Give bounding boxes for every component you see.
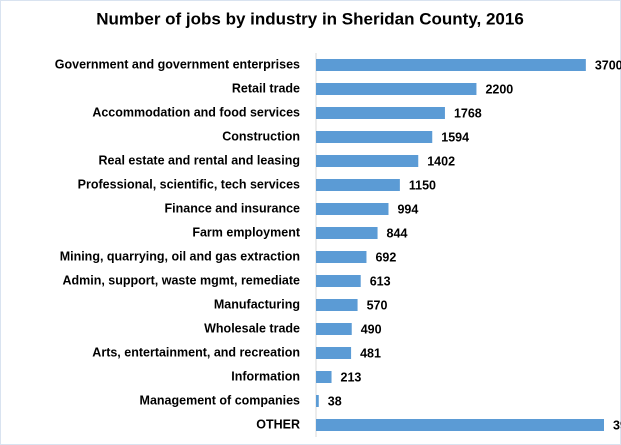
bar: [316, 179, 400, 191]
bar: [316, 203, 389, 215]
value-label: 490: [361, 322, 382, 336]
bar: [316, 323, 352, 335]
value-label: 2200: [485, 82, 513, 96]
value-label: 692: [375, 250, 396, 264]
bar: [316, 83, 477, 95]
value-label: 994: [397, 202, 418, 216]
bar: [316, 275, 361, 287]
bar: [316, 227, 378, 239]
value-label: 3700: [595, 58, 621, 72]
bar: [316, 371, 332, 383]
value-label: 613: [370, 274, 391, 288]
value-label: 844: [387, 226, 408, 240]
category-label: Management of companies: [140, 393, 300, 407]
value-label: 1150: [409, 178, 436, 192]
category-label: OTHER: [256, 417, 300, 431]
value-label: 213: [341, 370, 362, 384]
value-label: 1402: [427, 154, 455, 168]
bar: [316, 155, 419, 167]
bar: [316, 395, 319, 407]
category-label: Manufacturing: [214, 297, 300, 311]
bar: [316, 107, 445, 119]
bar: [316, 347, 352, 359]
category-label: Mining, quarrying, oil and gas extractio…: [60, 249, 300, 263]
category-label: Finance and insurance: [165, 201, 301, 215]
value-label: 481: [360, 346, 381, 360]
category-label: Construction: [222, 129, 300, 143]
value-label: 3949: [613, 418, 621, 432]
category-label: Arts, entertainment, and recreation: [92, 345, 300, 359]
value-label: 1594: [441, 130, 469, 144]
category-label: Wholesale trade: [204, 321, 300, 335]
bar: [316, 299, 358, 311]
bar: [316, 419, 604, 431]
category-label: Information: [231, 369, 300, 383]
category-label: Admin, support, waste mgmt, remediate: [62, 273, 300, 287]
bar: [316, 251, 367, 263]
category-label: Retail trade: [232, 81, 300, 95]
value-label: 1768: [454, 106, 482, 120]
category-label: Real estate and rental and leasing: [99, 153, 300, 167]
category-label: Professional, scientific, tech services: [78, 177, 300, 191]
bar: [316, 131, 433, 143]
category-label: Accommodation and food services: [92, 105, 300, 119]
value-label: 38: [328, 394, 342, 408]
chart-title: Number of jobs by industry in Sheridan C…: [96, 9, 524, 28]
value-label: 570: [367, 298, 388, 312]
category-label: Government and government enterprises: [55, 57, 300, 71]
category-label: Farm employment: [192, 225, 301, 239]
bar: [316, 59, 586, 71]
